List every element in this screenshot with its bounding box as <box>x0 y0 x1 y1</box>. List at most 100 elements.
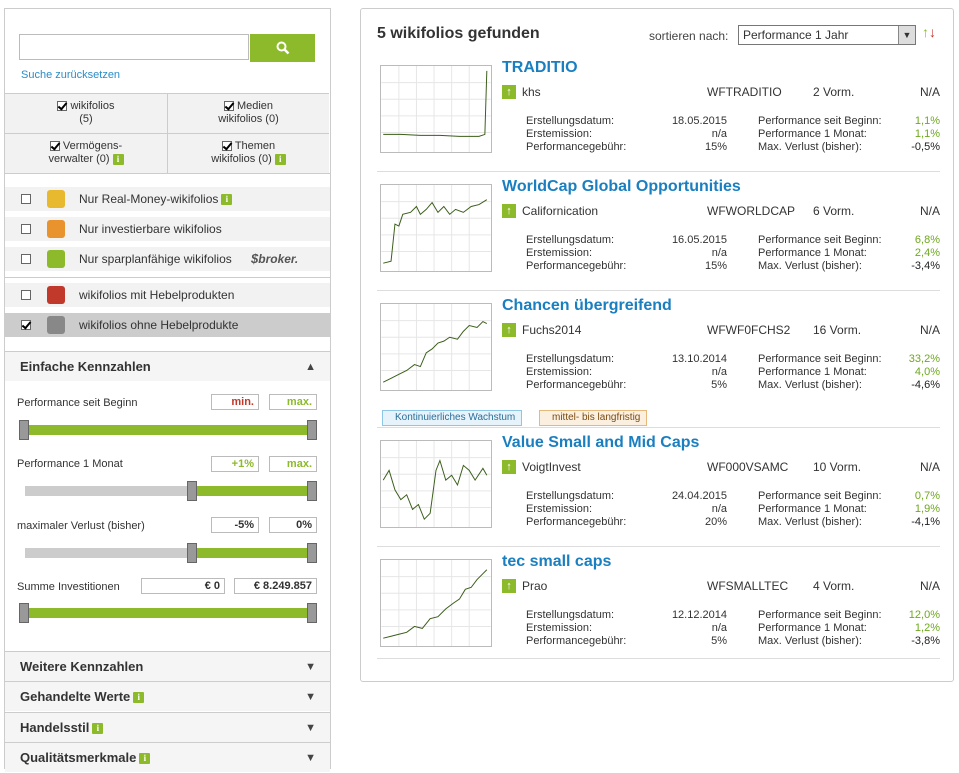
filter-label: wikifolios ohne Hebelprodukte <box>79 318 239 332</box>
stat-label: Performance seit Beginn: <box>758 234 882 246</box>
stat-label: Performance seit Beginn: <box>758 115 882 127</box>
invest-slider[interactable] <box>25 608 311 618</box>
perf-begin-handle-min[interactable] <box>19 420 29 440</box>
performance-chart[interactable] <box>380 184 492 272</box>
category-themen[interactable]: Themen wikifolios (0) i <box>167 133 329 173</box>
section-handelsstil[interactable]: Handelsstil i ▼ <box>5 712 330 742</box>
info-icon[interactable]: i <box>92 723 104 735</box>
wikifolio-vormerkungen: 16 Vorm. <box>813 323 862 337</box>
filter-leverage[interactable]: wikifolios mit Hebelprodukten <box>5 283 330 307</box>
filter-real-money[interactable]: Nur Real-Money-wikifolios i <box>5 187 330 211</box>
wikifolio-user[interactable]: Californication <box>522 204 599 218</box>
perf-begin-min[interactable]: min. <box>211 394 259 410</box>
stat-label: Performance 1 Monat: <box>758 366 867 378</box>
wikifolio-title[interactable]: WorldCap Global Opportunities <box>502 178 741 195</box>
invest-handle-max[interactable] <box>307 603 317 623</box>
stat-label: Performance 1 Monat: <box>758 247 867 259</box>
tag-badge[interactable]: Kontinuierliches Wachstum <box>382 410 523 426</box>
wikifolio-symbol: WFSMALLTEC <box>707 579 789 593</box>
wikifolio-vormerkungen: 4 Vorm. <box>813 579 855 593</box>
max-loss-handle-max[interactable] <box>307 543 317 563</box>
wikifolio-title[interactable]: tec small caps <box>502 553 612 570</box>
stat-value: 18.05.2015 <box>671 115 727 127</box>
perf-month-handle-max[interactable] <box>307 481 317 501</box>
section-einfache-kennzahlen[interactable]: Einfache Kennzahlen ▲ <box>5 351 330 381</box>
filter-investable[interactable]: Nur investierbare wikifolios <box>5 217 330 241</box>
max-loss-min[interactable]: -5% <box>211 517 259 533</box>
filter-checkbox[interactable] <box>21 224 31 234</box>
performance-chart[interactable] <box>380 303 492 391</box>
wikifolio-title[interactable]: Value Small and Mid Caps <box>502 434 700 451</box>
wikifolio-user[interactable]: Fuchs2014 <box>522 323 582 337</box>
wikifolio-vormerkungen: 6 Vorm. <box>813 204 855 218</box>
category-medien[interactable]: Medien wikifolios (0) <box>167 93 329 133</box>
performance-chart[interactable] <box>380 559 492 647</box>
card-divider <box>377 546 940 547</box>
max-loss-handle-min[interactable] <box>187 543 197 563</box>
stat-label: Max. Verlust (bisher): <box>758 260 862 272</box>
stat-value: -4,6% <box>911 379 940 391</box>
max-loss-slider[interactable] <box>193 548 311 558</box>
tag-badge[interactable]: mittel- bis langfristig <box>539 410 648 426</box>
section-title: Gehandelte Werte <box>20 689 131 704</box>
filter-savings-plan[interactable]: Nur sparplanfähige wikifolios $broker. <box>5 247 330 271</box>
category-checkbox[interactable] <box>57 101 68 112</box>
filter-checkbox[interactable] <box>21 320 31 330</box>
perf-month-track[interactable] <box>25 486 311 496</box>
info-icon[interactable]: i <box>221 194 233 206</box>
max-loss-track[interactable] <box>25 548 311 558</box>
invest-label: Summe Investitionen <box>17 581 120 593</box>
performance-chart[interactable] <box>380 440 492 528</box>
stat-value: 0,7% <box>914 490 940 502</box>
stat-value: 33,2% <box>908 353 940 365</box>
max-loss-max[interactable]: 0% <box>269 517 317 533</box>
info-icon[interactable]: i <box>139 753 151 765</box>
sort-select[interactable]: Performance 1 Jahr ▼ <box>738 25 916 45</box>
invest-handle-min[interactable] <box>19 603 29 623</box>
search-input[interactable] <box>19 34 249 60</box>
filter-label: Nur Real-Money-wikifolios <box>79 192 219 206</box>
category-checkbox[interactable] <box>221 141 232 152</box>
stat-value: -0,5% <box>911 141 940 153</box>
stat-value: -4,1% <box>911 516 940 528</box>
stat-label: Performance seit Beginn: <box>758 490 882 502</box>
wikifolio-user[interactable]: VoigtInvest <box>522 460 581 474</box>
category-wikifolios[interactable]: wikifolios (5) <box>5 93 167 133</box>
sort-direction-icon[interactable]: ↑↓ <box>922 24 936 40</box>
invest-max[interactable]: € 8.249.857 <box>234 578 317 594</box>
perf-month-min[interactable]: +1% <box>211 456 259 472</box>
info-icon[interactable]: i <box>112 153 124 165</box>
filter-checkbox[interactable] <box>21 254 31 264</box>
perf-begin-handle-max[interactable] <box>307 420 317 440</box>
search-button[interactable] <box>250 34 315 62</box>
category-vermoegensverwalter[interactable]: Vermögens- verwalter (0) i <box>5 133 167 173</box>
result-card: TRADITIO ↑ khs WFTRADITIO 2 Vorm. N/A Er… <box>377 59 940 175</box>
wikifolio-user[interactable]: khs <box>522 85 541 99</box>
perf-month-max[interactable]: max. <box>269 456 317 472</box>
section-qualitaetsmerkmale[interactable]: Qualitätsmerkmale i ▼ <box>5 742 330 772</box>
reset-search-link[interactable]: Suche zurücksetzen <box>21 69 121 81</box>
perf-begin-max[interactable]: max. <box>269 394 317 410</box>
section-gehandelte-werte[interactable]: Gehandelte Werte i ▼ <box>5 681 330 711</box>
perf-begin-slider[interactable] <box>25 425 311 435</box>
stat-value: -3,8% <box>911 635 940 647</box>
filter-checkbox[interactable] <box>21 194 31 204</box>
wikifolio-title[interactable]: TRADITIO <box>502 59 578 76</box>
filter-checkbox[interactable] <box>21 290 31 300</box>
filter-no-leverage[interactable]: wikifolios ohne Hebelprodukte <box>5 313 330 337</box>
perf-month-label: Performance 1 Monat <box>17 458 123 470</box>
performance-chart[interactable] <box>380 65 492 153</box>
perf-month-slider[interactable] <box>193 486 311 496</box>
category-checkbox[interactable] <box>223 101 234 112</box>
stat-label: Performancegebühr: <box>526 516 627 528</box>
category-label: Themen <box>234 140 276 152</box>
stat-value: -3,4% <box>911 260 940 272</box>
wikifolio-user[interactable]: Prao <box>522 579 548 593</box>
info-icon[interactable]: i <box>133 692 145 704</box>
info-icon[interactable]: i <box>274 153 286 165</box>
perf-month-handle-min[interactable] <box>187 481 197 501</box>
wikifolio-title[interactable]: Chancen übergreifend <box>502 297 672 314</box>
section-weitere-kennzahlen[interactable]: Weitere Kennzahlen ▼ <box>5 651 330 681</box>
invest-min[interactable]: € 0 <box>141 578 225 594</box>
category-checkbox[interactable] <box>49 141 60 152</box>
